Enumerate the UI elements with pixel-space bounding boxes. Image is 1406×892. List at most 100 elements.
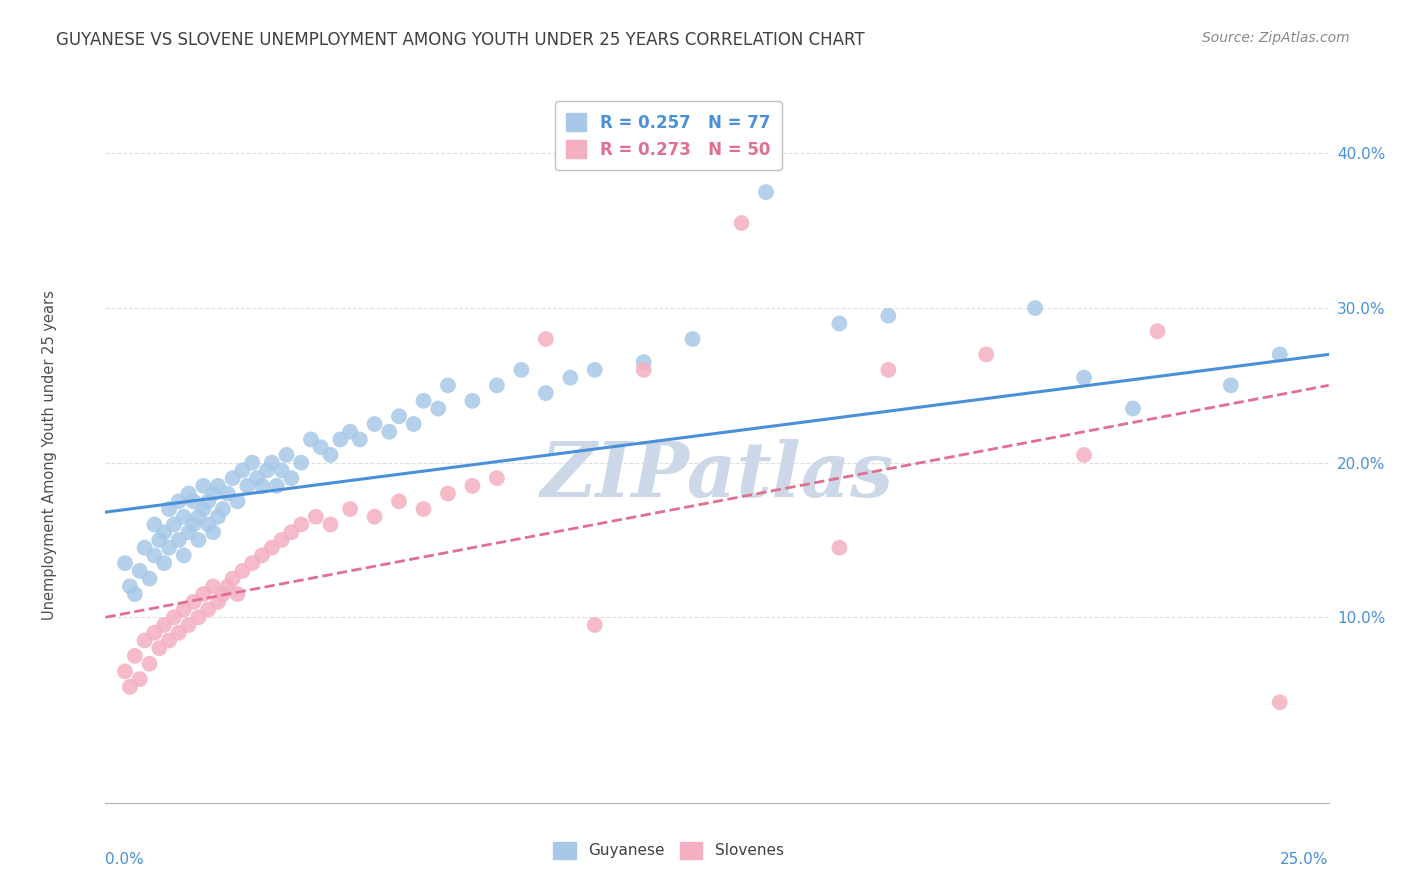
Point bbox=[250, 479, 273, 493]
Point bbox=[402, 417, 425, 431]
Point bbox=[143, 625, 166, 640]
Point bbox=[755, 185, 778, 199]
Point bbox=[193, 502, 215, 516]
Point bbox=[114, 556, 136, 570]
Point bbox=[118, 579, 141, 593]
Point bbox=[534, 332, 557, 346]
Point bbox=[349, 433, 371, 447]
Point bbox=[124, 648, 146, 663]
Text: GUYANESE VS SLOVENE UNEMPLOYMENT AMONG YOUTH UNDER 25 YEARS CORRELATION CHART: GUYANESE VS SLOVENE UNEMPLOYMENT AMONG Y… bbox=[56, 31, 865, 49]
Text: 0.0%: 0.0% bbox=[105, 852, 145, 866]
Point bbox=[153, 556, 176, 570]
Point bbox=[177, 525, 200, 540]
Point bbox=[1122, 401, 1144, 416]
Point bbox=[461, 479, 484, 493]
Point bbox=[828, 317, 851, 331]
Point bbox=[290, 456, 312, 470]
Point bbox=[157, 633, 180, 648]
Text: 25.0%: 25.0% bbox=[1281, 852, 1329, 866]
Point bbox=[388, 409, 411, 424]
Point bbox=[583, 618, 606, 632]
Point bbox=[319, 448, 342, 462]
Point bbox=[226, 587, 249, 601]
Point bbox=[363, 417, 385, 431]
Point bbox=[183, 494, 205, 508]
Text: Unemployment Among Youth under 25 years: Unemployment Among Youth under 25 years bbox=[42, 290, 56, 620]
Point bbox=[193, 479, 215, 493]
Point bbox=[299, 433, 322, 447]
Point bbox=[270, 533, 292, 547]
Point bbox=[173, 602, 195, 616]
Point bbox=[329, 433, 352, 447]
Point bbox=[226, 494, 249, 508]
Point bbox=[236, 479, 259, 493]
Point bbox=[183, 517, 205, 532]
Point bbox=[193, 587, 215, 601]
Point bbox=[231, 463, 253, 477]
Point bbox=[682, 332, 704, 346]
Point bbox=[974, 347, 997, 361]
Point bbox=[828, 541, 851, 555]
Point bbox=[1268, 347, 1291, 361]
Legend: Guyanese, Slovenes: Guyanese, Slovenes bbox=[547, 836, 790, 864]
Point bbox=[583, 363, 606, 377]
Point bbox=[183, 595, 205, 609]
Point bbox=[378, 425, 401, 439]
Point bbox=[240, 456, 263, 470]
Point bbox=[1024, 301, 1046, 315]
Point bbox=[212, 502, 235, 516]
Point bbox=[1268, 695, 1291, 709]
Point bbox=[167, 494, 190, 508]
Point bbox=[221, 572, 243, 586]
Point bbox=[197, 517, 219, 532]
Point bbox=[197, 494, 219, 508]
Point bbox=[461, 393, 484, 408]
Point bbox=[118, 680, 141, 694]
Point bbox=[202, 486, 225, 500]
Point bbox=[163, 610, 186, 624]
Point bbox=[202, 579, 225, 593]
Point bbox=[412, 502, 434, 516]
Point bbox=[153, 618, 176, 632]
Point bbox=[187, 509, 209, 524]
Point bbox=[305, 509, 328, 524]
Point bbox=[266, 479, 288, 493]
Point bbox=[143, 549, 166, 563]
Point bbox=[270, 463, 292, 477]
Point bbox=[114, 665, 136, 679]
Point bbox=[1073, 448, 1095, 462]
Point bbox=[246, 471, 269, 485]
Point bbox=[256, 463, 278, 477]
Text: ZIPatlas: ZIPatlas bbox=[540, 439, 894, 513]
Point bbox=[207, 479, 229, 493]
Point bbox=[187, 533, 209, 547]
Point bbox=[412, 393, 434, 408]
Point bbox=[124, 587, 146, 601]
Point bbox=[217, 486, 239, 500]
Point bbox=[187, 610, 209, 624]
Point bbox=[177, 618, 200, 632]
Point bbox=[1073, 370, 1095, 384]
Point bbox=[633, 363, 655, 377]
Point bbox=[250, 549, 273, 563]
Point bbox=[148, 641, 170, 656]
Point bbox=[207, 595, 229, 609]
Point bbox=[309, 440, 332, 454]
Point bbox=[197, 602, 219, 616]
Point bbox=[363, 509, 385, 524]
Point bbox=[276, 448, 298, 462]
Point bbox=[212, 587, 235, 601]
Point bbox=[163, 517, 186, 532]
Point bbox=[260, 456, 283, 470]
Point bbox=[485, 471, 508, 485]
Point bbox=[437, 486, 460, 500]
Point bbox=[157, 541, 180, 555]
Point bbox=[534, 386, 557, 401]
Point bbox=[280, 471, 302, 485]
Point bbox=[290, 517, 312, 532]
Point bbox=[388, 494, 411, 508]
Point bbox=[157, 502, 180, 516]
Point bbox=[221, 471, 243, 485]
Point bbox=[633, 355, 655, 369]
Point bbox=[339, 502, 361, 516]
